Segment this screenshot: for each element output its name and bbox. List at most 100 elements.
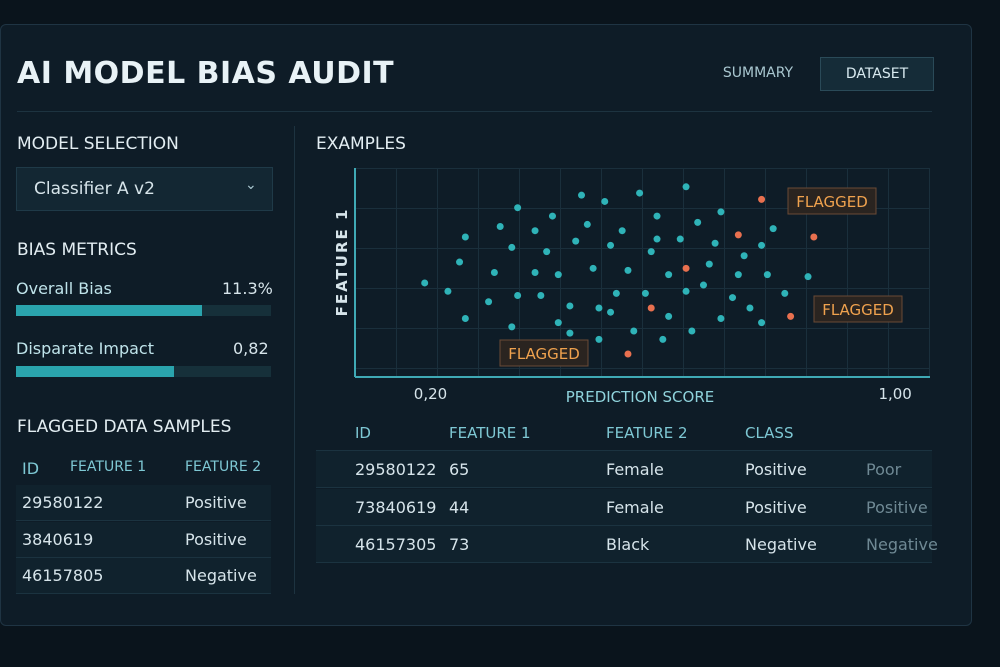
point bbox=[740, 252, 748, 260]
column-header: FEATURE 1 bbox=[70, 459, 147, 475]
table-cell: Positive bbox=[185, 529, 247, 549]
point bbox=[763, 271, 771, 279]
tab[interactable]: SUMMARY bbox=[722, 65, 794, 81]
annotation-box bbox=[499, 339, 589, 367]
point bbox=[694, 218, 702, 226]
dropdown-value: Classifier A v2 bbox=[34, 179, 155, 199]
point bbox=[647, 248, 655, 256]
point bbox=[554, 271, 562, 279]
point bbox=[746, 304, 754, 312]
annotation: FLAGGED bbox=[796, 193, 868, 211]
point bbox=[508, 243, 516, 251]
point bbox=[485, 298, 493, 306]
point bbox=[659, 335, 667, 343]
point bbox=[514, 291, 522, 299]
point bbox=[554, 319, 562, 327]
column-header: FEATURE 2 bbox=[185, 459, 262, 475]
point bbox=[624, 266, 632, 274]
metric-label: Disparate Impact bbox=[16, 339, 154, 358]
table-cell: 46157305 bbox=[355, 535, 437, 554]
point bbox=[589, 264, 597, 272]
table-cell: Positive bbox=[745, 460, 807, 479]
point bbox=[630, 327, 638, 335]
point bbox=[618, 227, 626, 235]
point bbox=[665, 312, 673, 320]
table-header-row bbox=[316, 415, 932, 451]
table-cell: 44 bbox=[449, 497, 470, 517]
column-header: FEATURE 1 bbox=[449, 424, 531, 442]
point bbox=[699, 281, 707, 289]
point bbox=[810, 233, 818, 241]
table-row bbox=[316, 526, 932, 563]
point bbox=[572, 237, 580, 245]
point bbox=[566, 302, 574, 310]
table-cell: 65 bbox=[449, 460, 470, 479]
column-header: ID bbox=[22, 459, 40, 478]
section-heading: BIAS METRICS bbox=[17, 240, 137, 260]
point bbox=[531, 269, 539, 276]
table-cell: 46157805 bbox=[22, 566, 104, 585]
table-cell: Positive bbox=[745, 497, 807, 517]
point bbox=[461, 233, 469, 241]
table-cell: Positive bbox=[866, 497, 928, 517]
metric-bar bbox=[16, 305, 202, 316]
point bbox=[676, 235, 684, 243]
point bbox=[729, 294, 737, 302]
point bbox=[781, 289, 789, 297]
y-axis-label: FEATURE 1 bbox=[333, 208, 351, 317]
point bbox=[461, 314, 469, 322]
table-row bbox=[316, 451, 932, 488]
column-header: FEATURE 2 bbox=[606, 424, 688, 442]
table-cell: Positive bbox=[185, 493, 247, 512]
point bbox=[647, 304, 655, 312]
metric-bar bbox=[16, 366, 174, 377]
table-cell: Poor bbox=[866, 460, 902, 479]
divider bbox=[17, 111, 932, 112]
point bbox=[543, 248, 551, 256]
point bbox=[653, 212, 661, 220]
point bbox=[537, 291, 545, 299]
table-row bbox=[16, 521, 271, 558]
point bbox=[583, 220, 591, 228]
point bbox=[717, 314, 725, 322]
table-cell: Negative bbox=[745, 535, 817, 554]
annotation-box bbox=[787, 187, 877, 215]
point bbox=[636, 189, 644, 197]
dropdown-arrow: ⌄ bbox=[245, 177, 257, 193]
divider bbox=[294, 126, 295, 594]
point bbox=[490, 269, 498, 276]
point bbox=[734, 231, 742, 239]
point bbox=[682, 287, 690, 295]
point bbox=[421, 279, 429, 287]
section-heading: MODEL SELECTION bbox=[17, 134, 179, 154]
point bbox=[496, 223, 504, 231]
tab-active[interactable]: DATASET bbox=[820, 57, 934, 91]
point bbox=[682, 264, 690, 272]
point bbox=[548, 212, 556, 220]
section-heading: FLAGGED DATA SAMPLES bbox=[17, 417, 232, 437]
point bbox=[665, 271, 673, 279]
point bbox=[595, 304, 603, 312]
point bbox=[711, 239, 719, 247]
point bbox=[734, 271, 742, 279]
dropdown[interactable]: Classifier A v2 ⌄ bbox=[16, 167, 273, 211]
table-cell: 29580122 bbox=[355, 460, 437, 479]
point bbox=[653, 235, 661, 243]
point bbox=[682, 183, 690, 191]
point bbox=[607, 308, 615, 316]
point bbox=[641, 289, 649, 297]
point bbox=[578, 191, 586, 199]
table-cell: 29580122 bbox=[22, 493, 104, 512]
point bbox=[612, 289, 620, 297]
scatter-chart: PREDICTION SCORE FEATURE 1 0,20 1,00 FLAGG… bbox=[333, 168, 930, 406]
metric-label: Overall Bias bbox=[16, 279, 112, 298]
point bbox=[717, 208, 725, 216]
point bbox=[705, 260, 713, 268]
annotation: FLAGGED bbox=[508, 345, 580, 363]
table-cell: 73840619 bbox=[355, 497, 437, 517]
point bbox=[601, 197, 609, 205]
table-row bbox=[16, 558, 271, 594]
point bbox=[514, 204, 522, 212]
table-cell: Negative bbox=[185, 566, 257, 585]
